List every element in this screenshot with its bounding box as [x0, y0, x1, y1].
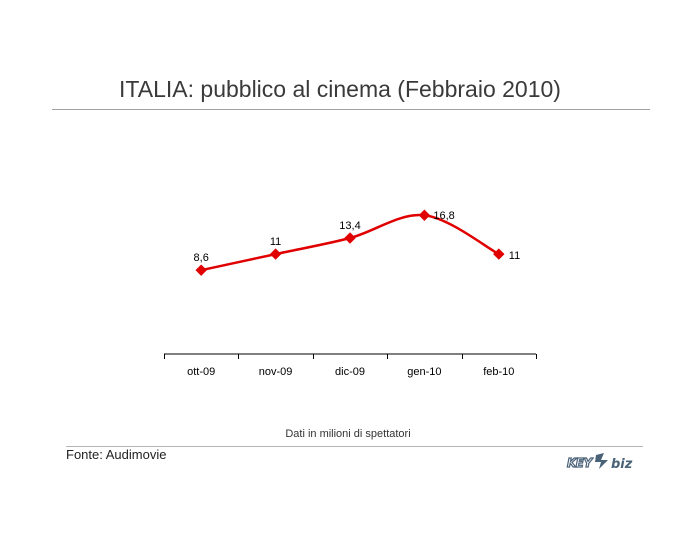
- chart-title: ITALIA: pubblico al cinema (Febbraio 201…: [119, 76, 561, 102]
- data-labels: 8,6 11 13,4 16,8 11: [194, 210, 521, 264]
- x-tick-label: nov-09: [259, 366, 293, 378]
- series: [195, 209, 505, 276]
- data-point: [493, 248, 505, 260]
- data-label: 13,4: [339, 220, 360, 232]
- data-point: [195, 264, 207, 276]
- svg-text:KEY: KEY: [567, 456, 593, 470]
- units-note: Dati in milioni di spettatori: [285, 428, 411, 440]
- x-axis: ott-09 nov-09 dic-09 gen-10 feb-10: [164, 353, 537, 378]
- data-label: 11: [270, 236, 281, 248]
- source-text: Fonte: Audimovie: [66, 447, 167, 462]
- x-tick-label: gen-10: [407, 366, 441, 378]
- x-tick-label: feb-10: [483, 366, 514, 378]
- data-point: [344, 232, 356, 244]
- key4biz-logo: KEY biz: [566, 453, 633, 472]
- data-label: 8,6: [194, 252, 209, 264]
- title-divider: [52, 109, 650, 110]
- x-tick-label: ott-09: [187, 366, 215, 378]
- data-point: [269, 248, 282, 260]
- data-point: [418, 209, 431, 221]
- data-label: 16,8: [433, 210, 454, 222]
- x-tick-label: dic-09: [335, 366, 365, 378]
- footer-divider: [66, 446, 643, 447]
- data-label: 11: [509, 250, 520, 262]
- svg-text:biz: biz: [611, 457, 633, 472]
